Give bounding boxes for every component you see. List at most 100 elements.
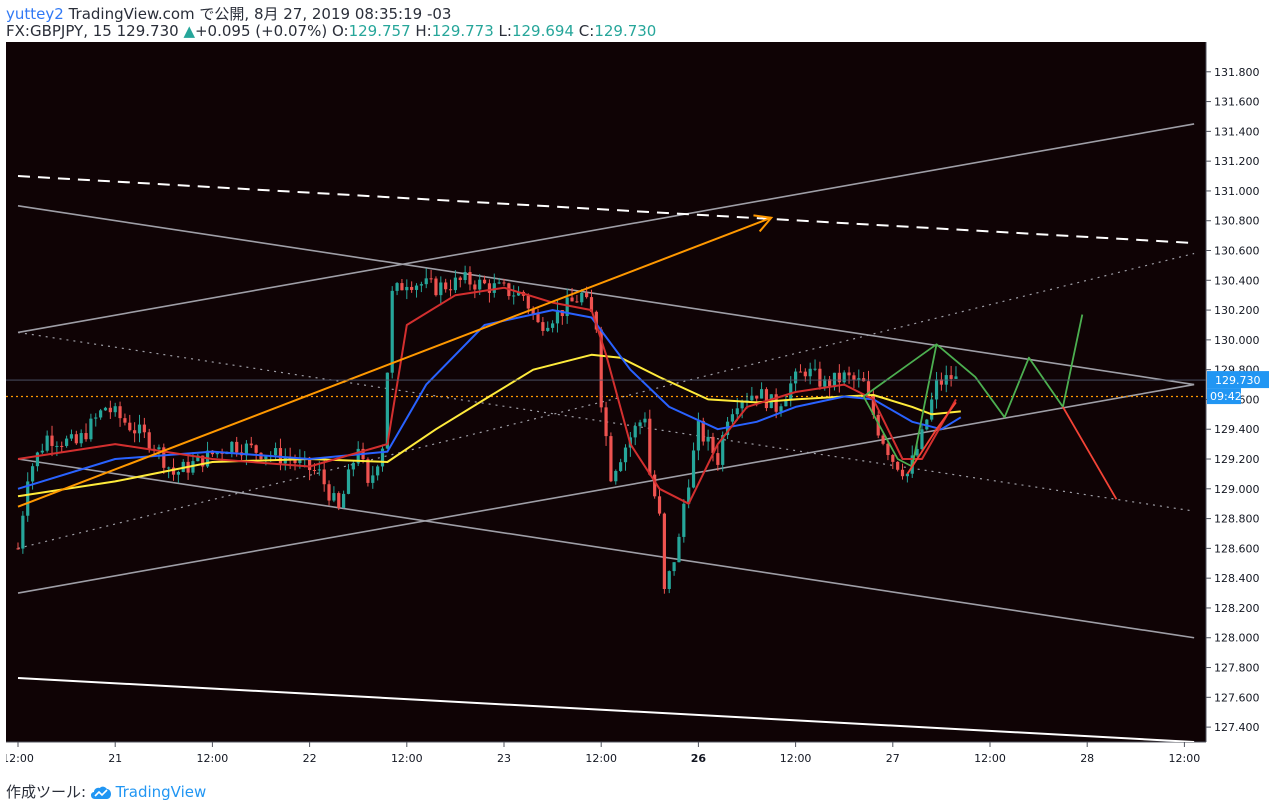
candle-body-122 bbox=[609, 436, 613, 482]
y-tick-label-7: 130.400 bbox=[1214, 274, 1260, 287]
candle-body-16 bbox=[94, 417, 98, 419]
candle-body-63 bbox=[322, 469, 326, 485]
candle-body-8 bbox=[55, 445, 59, 447]
candle-body-93 bbox=[468, 272, 472, 285]
y-tick-label-17: 128.400 bbox=[1214, 572, 1260, 585]
candle-body-64 bbox=[327, 484, 331, 501]
y-tick-label-19: 128.000 bbox=[1214, 632, 1260, 645]
candle-body-132 bbox=[657, 496, 662, 514]
author-link[interactable]: yuttey2 bbox=[6, 5, 64, 23]
tradingview-cloud-icon bbox=[90, 786, 111, 799]
candle-body-137 bbox=[682, 503, 686, 537]
candle-body-130 bbox=[648, 418, 652, 475]
candle-body-47 bbox=[244, 443, 249, 456]
y-tick-label-8: 130.200 bbox=[1214, 304, 1260, 317]
candle-body-27 bbox=[147, 432, 151, 449]
candle-body-83 bbox=[419, 284, 423, 286]
open-label: O: bbox=[331, 22, 349, 40]
candle-body-136 bbox=[677, 536, 681, 563]
y-tick-label-6: 130.600 bbox=[1214, 245, 1260, 258]
candle-body-49 bbox=[254, 445, 258, 453]
candle-body-95 bbox=[478, 279, 482, 290]
change-value: +0.095 (+0.07%) bbox=[194, 22, 328, 40]
candle-body-72 bbox=[366, 459, 370, 483]
candle-body-5 bbox=[40, 450, 44, 453]
current-price-label: 129.730 bbox=[1215, 374, 1261, 387]
candle-body-41 bbox=[215, 451, 219, 455]
candle-body-17 bbox=[99, 410, 103, 418]
candle-body-76 bbox=[385, 372, 389, 449]
candle-body-193 bbox=[954, 376, 958, 379]
channel-line-2 bbox=[17, 205, 1195, 386]
current-price-box bbox=[1207, 371, 1269, 389]
candle-body-103 bbox=[516, 291, 521, 296]
candle-body-7 bbox=[50, 435, 54, 446]
candle-body-69 bbox=[351, 462, 355, 470]
x-tick-label-4: 12:00 bbox=[391, 752, 423, 765]
last-price: 129.730 bbox=[116, 22, 179, 40]
candle-body-107 bbox=[536, 313, 540, 323]
candle-body-139 bbox=[691, 450, 696, 488]
candle-body-152 bbox=[755, 395, 759, 399]
candle-body-110 bbox=[551, 323, 555, 328]
candle-body-127 bbox=[633, 426, 637, 438]
candle-body-128 bbox=[638, 422, 642, 427]
candle-body-26 bbox=[142, 424, 146, 433]
candle-body-145 bbox=[721, 435, 725, 465]
y-tick-label-0: 131.800 bbox=[1214, 66, 1260, 79]
channel-line-3 bbox=[17, 458, 1195, 639]
tradingview-link[interactable]: TradingView bbox=[115, 783, 207, 801]
candle-body-99 bbox=[497, 282, 501, 284]
candle-body-183 bbox=[905, 473, 909, 477]
y-tick-label-16: 128.600 bbox=[1214, 542, 1260, 555]
candle-body-116 bbox=[580, 292, 584, 303]
candle-body-164 bbox=[813, 368, 817, 370]
trend-arrow-line bbox=[17, 216, 772, 508]
candle-body-48 bbox=[249, 443, 253, 446]
candle-body-151 bbox=[750, 395, 754, 401]
chart-area[interactable]: 131.800 131.600 131.400 131.200 131.000 130.8… bbox=[2, 42, 1272, 772]
candle-body-37 bbox=[196, 455, 200, 462]
candle-body-67 bbox=[342, 493, 346, 508]
candle-body-178 bbox=[881, 435, 885, 444]
x-tick-label-6: 12:00 bbox=[585, 752, 617, 765]
candle-body-44 bbox=[230, 441, 234, 454]
candle-body-15 bbox=[89, 418, 93, 440]
y-tick-label-21: 127.600 bbox=[1214, 691, 1260, 704]
candle-body-13 bbox=[79, 433, 83, 444]
candle-body-0 bbox=[16, 548, 20, 550]
candle-body-138 bbox=[687, 487, 691, 504]
trend-arrow-head bbox=[753, 214, 774, 233]
candle-body-169 bbox=[837, 372, 841, 383]
candle-body-24 bbox=[133, 430, 137, 434]
y-tick-label-9: 130.000 bbox=[1214, 334, 1260, 347]
candle-body-117 bbox=[585, 292, 589, 298]
high-label: H: bbox=[415, 22, 432, 40]
candle-body-57 bbox=[293, 459, 297, 464]
candle-body-159 bbox=[789, 383, 793, 400]
candle-body-163 bbox=[808, 368, 812, 377]
candle-body-2 bbox=[26, 481, 30, 516]
x-tick-label-9: 27 bbox=[886, 752, 900, 765]
candle-body-147 bbox=[730, 414, 735, 422]
candle-body-112 bbox=[560, 310, 564, 317]
time-axis bbox=[6, 742, 1272, 772]
candle-body-61 bbox=[312, 470, 317, 472]
candle-body-120 bbox=[599, 329, 603, 408]
low-label: L: bbox=[498, 22, 512, 40]
candle-body-32 bbox=[171, 467, 176, 475]
candle-body-82 bbox=[414, 285, 419, 290]
candle-body-100 bbox=[502, 282, 506, 284]
candle-body-108 bbox=[541, 322, 545, 331]
candle-body-131 bbox=[653, 474, 657, 497]
candle-body-73 bbox=[371, 475, 375, 483]
candle-body-156 bbox=[774, 394, 778, 412]
y-tick-label-4: 131.000 bbox=[1214, 185, 1260, 198]
candle-body-45 bbox=[235, 441, 239, 453]
candle-body-80 bbox=[405, 286, 409, 291]
candle-body-54 bbox=[278, 448, 283, 464]
price-chart[interactable]: 131.800 131.600 131.400 131.200 131.000 130.8… bbox=[2, 42, 1272, 772]
candle-body-92 bbox=[463, 272, 467, 281]
candle-body-90 bbox=[453, 277, 457, 291]
candle-body-185 bbox=[915, 449, 919, 456]
